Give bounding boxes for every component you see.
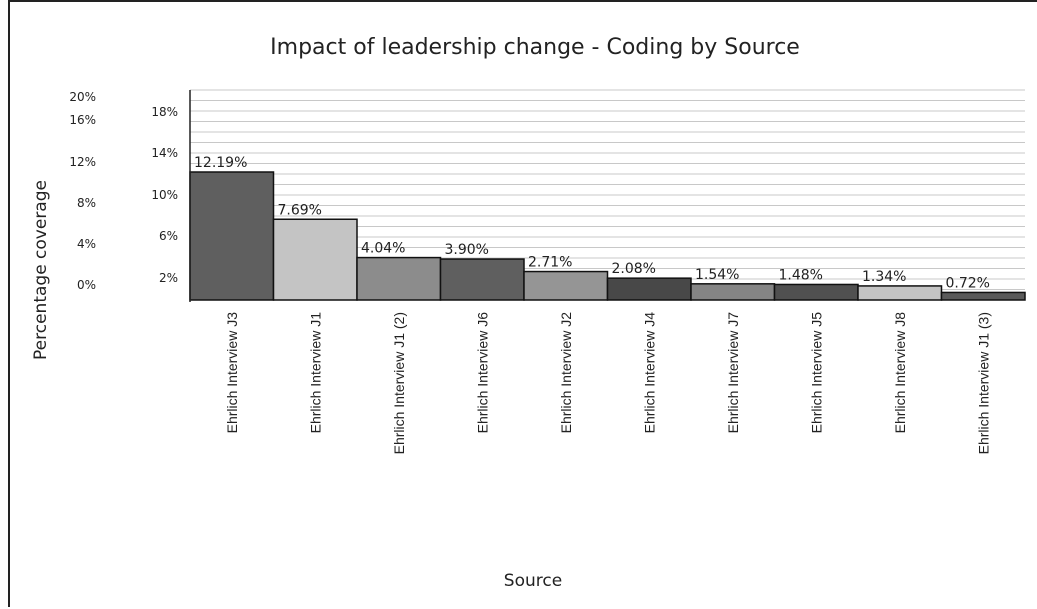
x-tick-label: Ehrlich Interview J1 (2) [391,312,407,454]
data-labels: 12.19% 7.69% 4.04% 3.90% 2.71% 2.08% 1.54% 1.48… [194,155,990,291]
data-label: 0.72% [946,275,990,291]
bar [773,283,859,301]
bar [690,283,776,301]
bars [189,171,1026,301]
y-tick-label: 2% [159,271,178,285]
y-tick-label: 18% [151,105,178,119]
y-axis-ticks: 0% 4% 8% 12% 16% 20% 2% 6% 10% 14% 18% [69,90,178,292]
y-tick-label: 20% [69,90,96,104]
y-tick-label: 14% [151,146,178,160]
data-label: 1.34% [862,269,906,285]
data-label: 2.71% [528,255,572,271]
x-tick-label: Ehrlich Interview J8 [892,312,908,434]
x-tick-label: Ehrlich Interview J4 [641,312,657,434]
x-tick-label: Ehrlich Interview J5 [808,312,824,434]
y-tick-label: 4% [77,237,96,251]
data-label: 12.19% [194,155,247,171]
x-axis-categories: Ehrlich Interview J3 Ehrlich Interview J1… [224,312,992,455]
bar [356,256,442,301]
chart-frame: 0% 4% 8% 12% 16% 20% 2% 6% 10% 14% 18% 12.19% 7.69%… [8,0,1037,607]
x-tick-label: Ehrlich Interview J1 [307,312,323,434]
bar [439,258,525,301]
data-label: 3.90% [445,242,489,258]
x-tick-label: Ehrlich Interview J3 [224,312,240,434]
y-tick-label: 6% [159,229,178,243]
bar [940,291,1026,301]
y-tick-label: 12% [69,155,96,169]
y-tick-label: 8% [77,196,96,210]
y-tick-label: 10% [151,188,178,202]
bar [606,277,692,301]
data-label: 4.04% [361,241,405,257]
x-axis-label: Source [504,571,562,591]
y-axis-label: Percentage coverage [31,180,51,360]
bar-chart: 0% 4% 8% 12% 16% 20% 2% 6% 10% 14% 18% 12.19% 7.69%… [31,35,1026,591]
x-tick-label: Ehrlich Interview J1 (3) [975,312,991,454]
chart-title: Impact of leadership change - Coding by … [270,35,800,60]
x-tick-label: Ehrlich Interview J7 [725,312,741,434]
x-tick-label: Ehrlich Interview J6 [474,312,490,434]
bar [857,285,943,301]
bar [189,171,275,301]
y-tick-label: 0% [77,278,96,292]
x-tick-label: Ehrlich Interview J2 [558,312,574,434]
data-label: 1.48% [779,267,823,283]
bar [523,270,609,301]
data-label: 2.08% [612,261,656,277]
bar [272,218,358,301]
data-label: 1.54% [695,267,739,283]
y-tick-label: 16% [69,113,96,127]
data-label: 7.69% [278,202,322,218]
